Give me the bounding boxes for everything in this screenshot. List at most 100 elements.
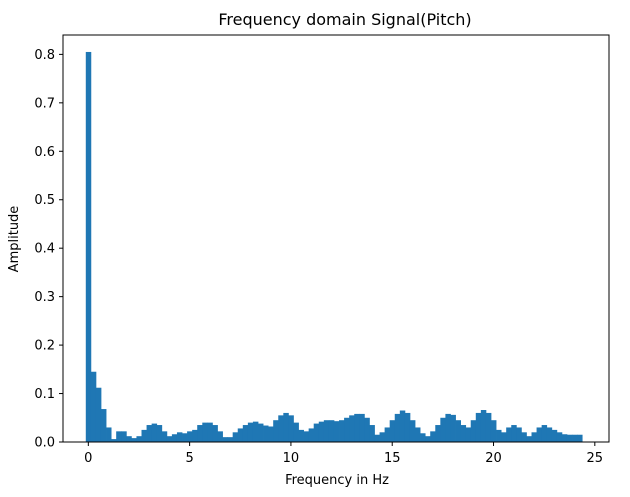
bar xyxy=(546,427,553,442)
bar xyxy=(217,431,223,442)
x-tick-label: 5 xyxy=(185,451,193,466)
bar xyxy=(425,436,431,442)
bar xyxy=(364,417,370,442)
bar xyxy=(435,425,441,442)
bar xyxy=(141,429,147,442)
bar xyxy=(242,425,249,442)
bar xyxy=(308,428,315,442)
bar xyxy=(298,429,304,442)
y-tick-label: 0.7 xyxy=(34,96,55,111)
bar xyxy=(207,422,213,442)
bar xyxy=(354,413,360,442)
bar xyxy=(404,412,411,442)
bar xyxy=(485,412,492,442)
y-tick-label: 0.3 xyxy=(34,290,55,305)
bar xyxy=(374,434,380,442)
bar xyxy=(318,421,325,442)
bar xyxy=(415,427,421,442)
bar xyxy=(116,431,122,442)
bar xyxy=(232,432,239,442)
plot-frame xyxy=(62,34,610,443)
bar xyxy=(566,434,573,442)
bar xyxy=(572,434,578,442)
bar xyxy=(521,432,527,442)
bar xyxy=(561,434,568,442)
bar xyxy=(455,420,461,442)
bar xyxy=(106,427,112,442)
bar xyxy=(399,410,406,442)
x-axis-ticks: 0 5 10 15 20 25 xyxy=(84,442,603,466)
bar xyxy=(166,436,173,442)
x-tick-label: 10 xyxy=(283,451,300,466)
bar xyxy=(359,413,365,442)
bar xyxy=(90,371,97,442)
bar xyxy=(121,431,127,442)
bar xyxy=(131,438,137,442)
bar xyxy=(313,423,320,442)
bar xyxy=(151,423,158,442)
bar xyxy=(420,433,426,442)
y-tick-label: 0.6 xyxy=(34,145,55,160)
y-tick-label: 0.8 xyxy=(34,48,55,63)
bar xyxy=(263,425,269,442)
bar xyxy=(176,432,183,442)
bar xyxy=(273,420,279,442)
bar xyxy=(531,432,537,442)
bar xyxy=(577,434,583,442)
bar xyxy=(506,427,512,442)
x-tick-label: 20 xyxy=(485,451,502,466)
bar xyxy=(202,422,208,442)
bar xyxy=(470,420,477,442)
bar xyxy=(501,432,507,442)
y-axis-label: Amplitude xyxy=(7,206,22,273)
bar xyxy=(293,422,299,442)
bar xyxy=(146,425,153,442)
bar xyxy=(258,423,264,442)
bar xyxy=(389,420,396,442)
bar xyxy=(430,431,436,442)
bar xyxy=(192,429,198,442)
x-tick-label: 25 xyxy=(587,451,604,466)
y-tick-label: 0.1 xyxy=(34,387,55,402)
bar xyxy=(349,415,355,442)
bar xyxy=(384,427,391,442)
bar xyxy=(496,429,502,442)
bar xyxy=(541,425,548,442)
bar xyxy=(227,437,234,442)
chart-title: Frequency domain Signal(Pitch) xyxy=(218,10,471,29)
bar xyxy=(212,425,218,442)
bar xyxy=(268,426,274,442)
bar xyxy=(394,413,401,442)
bars-group xyxy=(85,51,583,443)
bar xyxy=(222,437,229,442)
bar xyxy=(339,420,345,442)
bar xyxy=(551,429,558,442)
bar xyxy=(511,425,517,442)
bar xyxy=(445,413,451,442)
bar xyxy=(460,425,467,442)
bar xyxy=(171,434,178,442)
bar xyxy=(333,421,340,442)
bar xyxy=(369,425,375,442)
bar xyxy=(450,414,456,442)
bar xyxy=(303,431,310,442)
bar xyxy=(161,431,168,442)
x-tick-label: 15 xyxy=(384,451,401,466)
y-tick-label: 0.5 xyxy=(34,193,55,208)
bar xyxy=(526,436,532,442)
bar xyxy=(95,387,102,442)
bar xyxy=(536,427,543,442)
bar xyxy=(237,428,244,442)
bar xyxy=(136,436,142,442)
bar xyxy=(440,417,446,442)
bar xyxy=(344,417,350,442)
bar xyxy=(182,433,188,442)
y-tick-label: 0.0 xyxy=(34,436,55,451)
bar xyxy=(475,412,482,442)
bar xyxy=(409,420,416,442)
bar xyxy=(490,420,497,442)
bar xyxy=(187,431,193,442)
bar xyxy=(379,432,386,442)
bar xyxy=(85,51,92,443)
